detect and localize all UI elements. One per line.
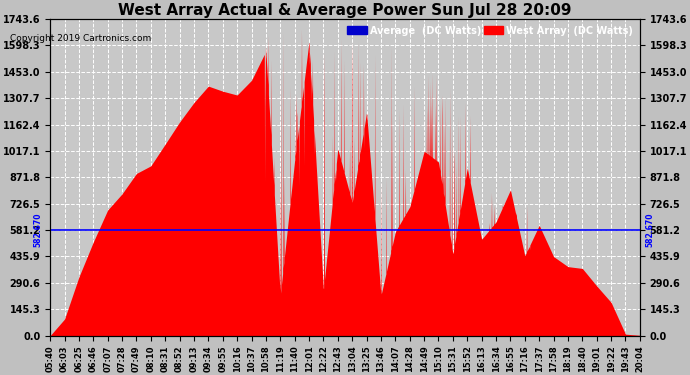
Legend: Average  (DC Watts), West Array  (DC Watts): Average (DC Watts), West Array (DC Watts… — [345, 24, 635, 38]
Text: 582.670: 582.670 — [646, 213, 655, 247]
Title: West Array Actual & Average Power Sun Jul 28 20:09: West Array Actual & Average Power Sun Ju… — [118, 3, 572, 18]
Text: 582.670: 582.670 — [34, 213, 43, 247]
Text: Copyright 2019 Cartronics.com: Copyright 2019 Cartronics.com — [10, 34, 152, 43]
